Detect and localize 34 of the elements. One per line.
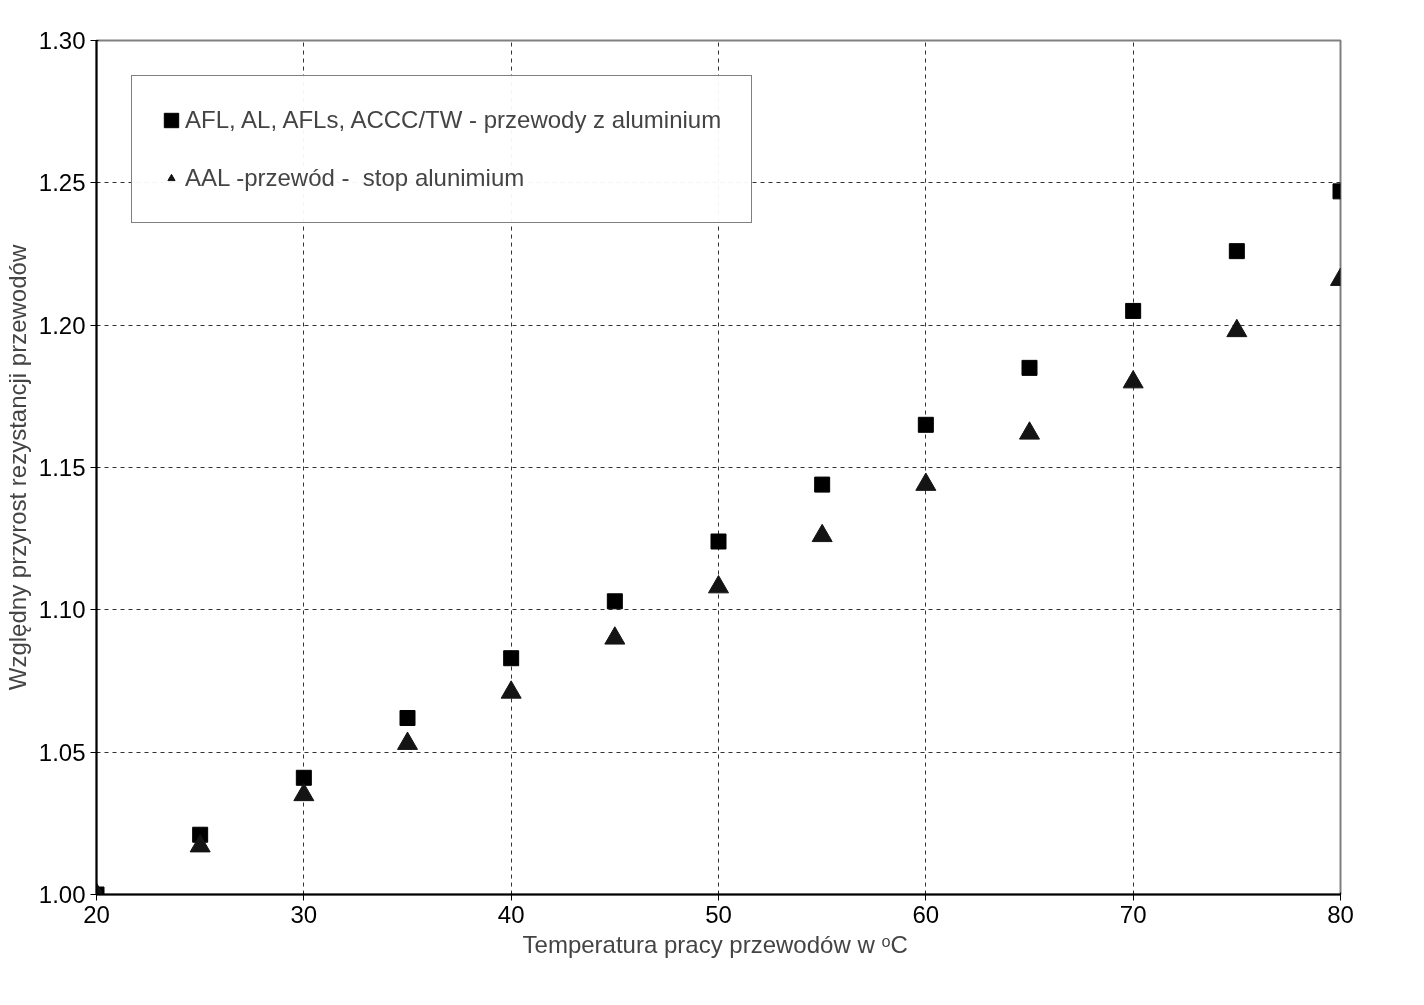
x-tick-label: 50 [705,900,732,928]
point [917,416,934,433]
x-tick-label: 20 [83,900,110,928]
y-tick-label: 1.10 [38,596,86,624]
x-tick-label: 40 [497,900,525,928]
point [708,575,729,594]
point [189,834,211,853]
legend-label: AFL, AL, AFLs, ACCC/TW - przewody z aluminium [185,106,722,134]
x-tick-label: 70 [1119,900,1147,928]
point [1228,243,1245,260]
y-tick-label: 1.00 [38,881,86,908]
y-tick-label: 1.05 [38,738,86,766]
x-tick-label: 80 [1327,900,1354,928]
point [1021,359,1038,376]
point [814,476,831,493]
y-tick-label: 1.30 [38,27,86,54]
point [1122,370,1144,389]
y-tick-label: 1.25 [38,169,86,197]
point [604,626,626,645]
y-axis-title: Względny przyrost rezystancji przewodów [3,244,31,691]
point [710,533,727,550]
point [1019,421,1040,440]
point [1125,302,1142,319]
y-tick-label: 1.15 [38,454,86,481]
x-tick-label: 30 [290,900,318,928]
point [811,523,833,543]
point [397,731,418,750]
x-axis-title: Temperatura pracy przewodów w ᵒC [522,930,908,958]
point [293,782,315,802]
point [500,680,522,699]
x-tick-label: 60 [912,900,940,928]
point [915,472,937,491]
y-tick-label: 1.20 [38,311,86,339]
legend-label: AAL -przewód - stop alunimium [185,164,525,192]
